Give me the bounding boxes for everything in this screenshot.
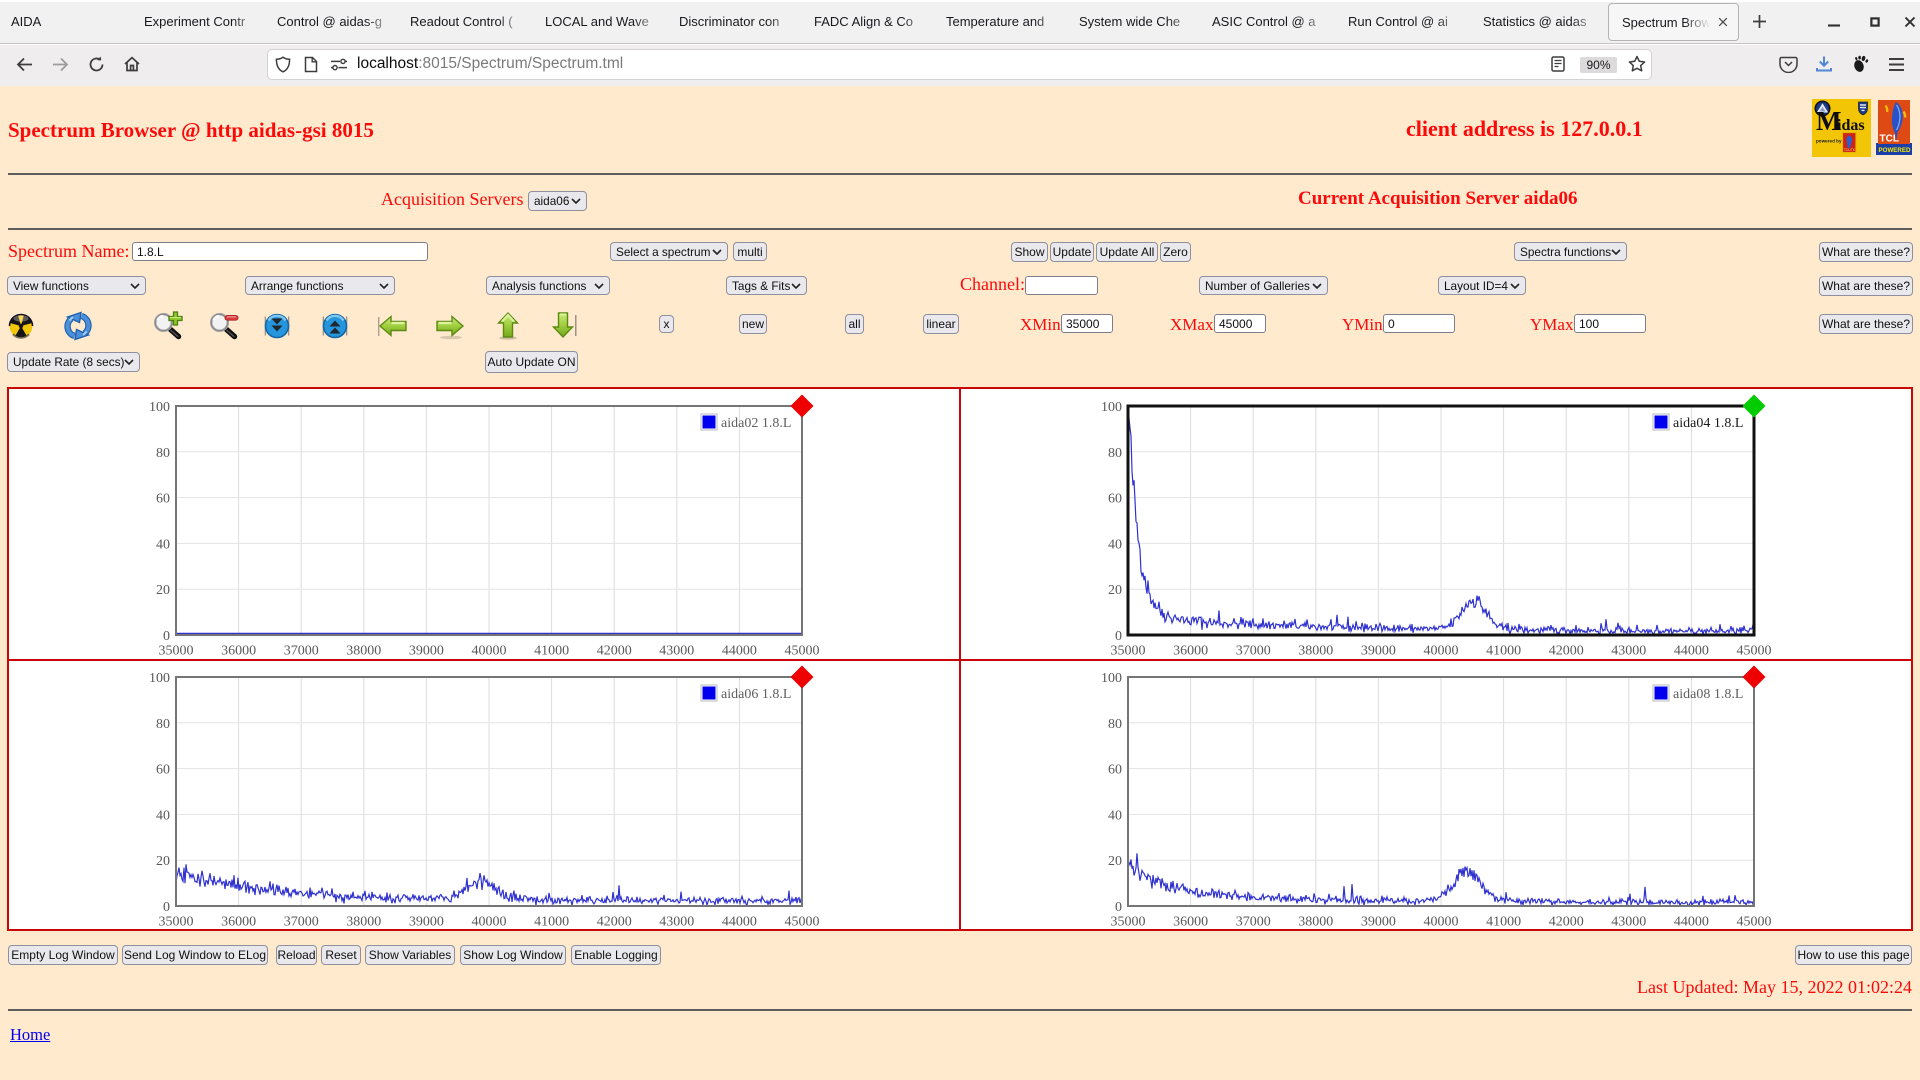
svg-text:42000: 42000 <box>597 644 632 659</box>
svg-text:42000: 42000 <box>1549 915 1584 930</box>
svg-text:80: 80 <box>1108 446 1122 461</box>
svg-text:40000: 40000 <box>1424 644 1459 659</box>
svg-text:0: 0 <box>1115 629 1122 644</box>
svg-text:43000: 43000 <box>659 915 694 930</box>
svg-text:36000: 36000 <box>1173 644 1208 659</box>
svg-text:43000: 43000 <box>1611 644 1646 659</box>
svg-text:40: 40 <box>156 808 170 823</box>
svg-text:45000: 45000 <box>1737 644 1772 659</box>
svg-text:35000: 35000 <box>1111 644 1146 659</box>
svg-text:POWERED: POWERED <box>1879 147 1912 154</box>
svg-text:20: 20 <box>156 854 170 869</box>
svg-text:60: 60 <box>1108 492 1122 507</box>
svg-text:39000: 39000 <box>1361 915 1396 930</box>
svg-text:44000: 44000 <box>722 644 757 659</box>
svg-text:43000: 43000 <box>659 644 694 659</box>
svg-text:40000: 40000 <box>1424 915 1459 930</box>
svg-text:35000: 35000 <box>159 915 194 930</box>
svg-text:idas: idas <box>1837 117 1865 134</box>
svg-text:100: 100 <box>149 400 170 415</box>
svg-text:20: 20 <box>156 583 170 598</box>
svg-text:38000: 38000 <box>346 915 381 930</box>
svg-text:80: 80 <box>1108 717 1122 732</box>
svg-text:42000: 42000 <box>1549 644 1584 659</box>
svg-text:aida02 1.8.L: aida02 1.8.L <box>721 416 791 431</box>
svg-text:60: 60 <box>156 492 170 507</box>
svg-text:39000: 39000 <box>409 915 444 930</box>
svg-text:80: 80 <box>156 446 170 461</box>
svg-text:44000: 44000 <box>1674 644 1709 659</box>
svg-text:0: 0 <box>163 900 170 915</box>
svg-text:100: 100 <box>1101 671 1122 686</box>
svg-text:36000: 36000 <box>221 644 256 659</box>
svg-text:20: 20 <box>1108 854 1122 869</box>
svg-text:aida08 1.8.L: aida08 1.8.L <box>1673 687 1743 702</box>
svg-text:40000: 40000 <box>472 644 507 659</box>
svg-text:0: 0 <box>163 629 170 644</box>
svg-text:aida06 1.8.L: aida06 1.8.L <box>721 687 791 702</box>
svg-text:40: 40 <box>1108 537 1122 552</box>
svg-text:40: 40 <box>156 537 170 552</box>
svg-text:80: 80 <box>156 717 170 732</box>
svg-text:60: 60 <box>1108 763 1122 778</box>
svg-text:100: 100 <box>149 671 170 686</box>
svg-text:38000: 38000 <box>346 644 381 659</box>
svg-text:37000: 37000 <box>284 644 319 659</box>
svg-text:35000: 35000 <box>1111 915 1146 930</box>
svg-text:M: M <box>1816 106 1841 136</box>
svg-text:39000: 39000 <box>1361 644 1396 659</box>
svg-text:39000: 39000 <box>409 644 444 659</box>
svg-text:40000: 40000 <box>472 915 507 930</box>
svg-text:TCL: TCL <box>1880 134 1899 145</box>
svg-text:41000: 41000 <box>534 644 569 659</box>
svg-text:41000: 41000 <box>1486 915 1521 930</box>
svg-text:37000: 37000 <box>1236 915 1271 930</box>
svg-text:aida04 1.8.L: aida04 1.8.L <box>1673 416 1743 431</box>
svg-text:37000: 37000 <box>1236 644 1271 659</box>
svg-text:37000: 37000 <box>284 915 319 930</box>
svg-text:42000: 42000 <box>597 915 632 930</box>
svg-text:38000: 38000 <box>1298 644 1333 659</box>
svg-text:36000: 36000 <box>221 915 256 930</box>
svg-text:45000: 45000 <box>1737 915 1772 930</box>
svg-text:44000: 44000 <box>1674 915 1709 930</box>
svg-text:44000: 44000 <box>722 915 757 930</box>
svg-text:45000: 45000 <box>785 915 820 930</box>
svg-text:35000: 35000 <box>159 644 194 659</box>
svg-text:60: 60 <box>156 763 170 778</box>
svg-text:40: 40 <box>1108 808 1122 823</box>
svg-text:38000: 38000 <box>1298 915 1333 930</box>
svg-text:45000: 45000 <box>785 644 820 659</box>
svg-text:100: 100 <box>1101 400 1122 415</box>
svg-text:powered by: powered by <box>1816 139 1842 144</box>
svg-text:20: 20 <box>1108 583 1122 598</box>
svg-text:TCL/TK: TCL/TK <box>1844 148 1856 152</box>
svg-text:41000: 41000 <box>1486 644 1521 659</box>
svg-text:41000: 41000 <box>534 915 569 930</box>
svg-text:0: 0 <box>1115 900 1122 915</box>
svg-text:36000: 36000 <box>1173 915 1208 930</box>
svg-text:43000: 43000 <box>1611 915 1646 930</box>
